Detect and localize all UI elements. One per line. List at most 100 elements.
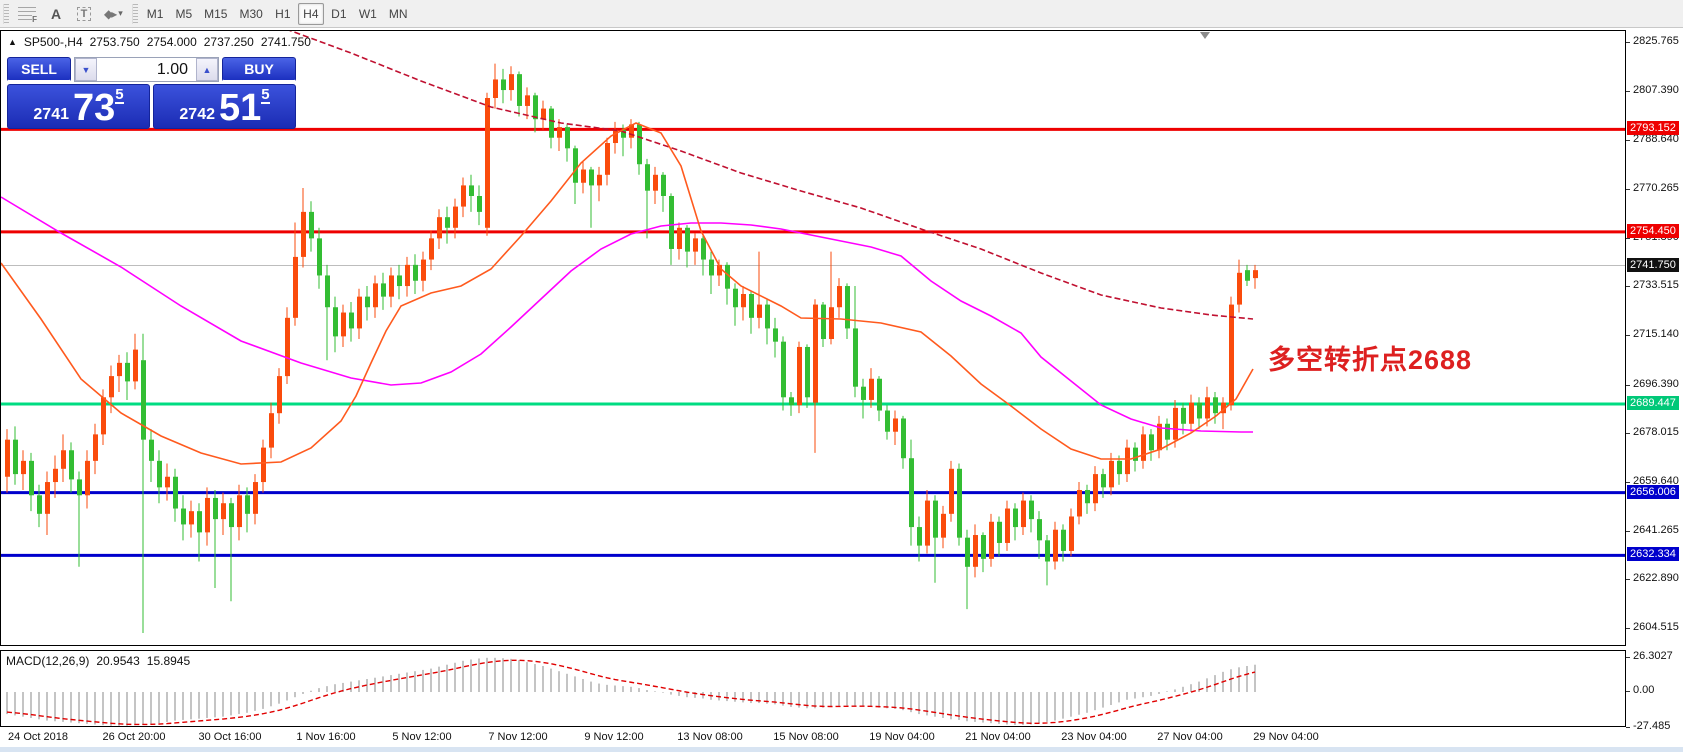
candle (45, 471, 50, 536)
time-axis-label: 13 Nov 08:00 (677, 731, 743, 743)
candle (589, 166, 594, 228)
buy-button[interactable]: BUY (222, 57, 296, 82)
candle (1253, 264, 1258, 289)
tf-button-m15[interactable]: M15 (204, 6, 228, 21)
candle (773, 317, 778, 358)
candle (1173, 399, 1178, 448)
label-icon[interactable]: T (71, 3, 97, 25)
candle (701, 235, 706, 276)
candle (1205, 386, 1210, 427)
candle (613, 121, 618, 154)
candle (205, 487, 210, 546)
tf-button-h1[interactable]: H1 (275, 6, 291, 21)
time-axis-label: 7 Nov 12:00 (488, 731, 548, 743)
candle (581, 161, 586, 194)
candle (797, 341, 802, 414)
candle (405, 256, 410, 297)
candle (645, 158, 650, 239)
chart-shift-marker-icon[interactable] (1200, 32, 1210, 39)
tf-button-m1[interactable]: M1 (146, 6, 164, 21)
price-chart-panel[interactable] (0, 30, 1626, 646)
tf-button-h4[interactable]: H4 (297, 2, 324, 25)
candle (1229, 296, 1234, 411)
candle (653, 166, 658, 204)
toolbar: F A T ◆▸ ▾ M1 M5 M15 M30 H1 H4 D1 W1 MN (0, 0, 1683, 28)
candle (349, 301, 354, 342)
candle (885, 405, 890, 440)
candle (1045, 535, 1050, 586)
price-badge: 2793.152 (1627, 121, 1679, 136)
sell-button[interactable]: SELL (7, 57, 71, 82)
candle (1069, 508, 1074, 557)
chevron-down-icon[interactable]: ▾ (118, 8, 123, 18)
candle (781, 336, 786, 411)
price-tick (1626, 237, 1630, 239)
candle (1109, 452, 1114, 496)
candle (765, 299, 770, 345)
candle (197, 503, 202, 562)
macd-panel[interactable] (0, 650, 1626, 727)
macd-axis-label: 0.00 (1633, 684, 1655, 696)
candle (325, 264, 330, 361)
candle (1157, 415, 1162, 459)
candle (789, 391, 794, 416)
price-tick (1626, 335, 1630, 336)
toolbar-grip[interactable] (131, 3, 138, 24)
text-icon[interactable]: A (50, 5, 62, 22)
price-tick (1626, 384, 1630, 386)
candle (245, 487, 250, 533)
price-tick (1626, 188, 1630, 190)
tf-button-w1[interactable]: W1 (358, 6, 377, 21)
symbol-collapse-icon[interactable]: ▲ (8, 37, 17, 47)
time-axis-label: 24 Oct 2018 (8, 731, 68, 743)
shapes-icon[interactable]: ◆▸ ▾ (104, 6, 123, 21)
buy-price-display[interactable]: 2742 51 5 (153, 84, 296, 129)
candle (533, 92, 538, 133)
volume-input[interactable]: 1.00 (156, 60, 188, 78)
volume-stepper: ▼ 1.00 ▲ (74, 57, 219, 82)
price-tick (1626, 90, 1630, 92)
tf-button-m5[interactable]: M5 (175, 6, 193, 21)
fibonacci-icon[interactable]: F (13, 3, 41, 25)
macd-tick (1626, 656, 1630, 658)
toolbar-grip[interactable] (3, 3, 9, 24)
candle (805, 344, 810, 408)
candle (1093, 466, 1098, 512)
candle (1149, 429, 1154, 461)
price-tick (1626, 530, 1630, 532)
candle (669, 193, 674, 265)
price-tick (1626, 42, 1630, 43)
candle (725, 262, 730, 305)
candle (1101, 468, 1106, 498)
candle (421, 251, 426, 292)
price-axis-label: 2825.765 (1633, 35, 1679, 47)
candle (285, 307, 290, 385)
candle (213, 489, 218, 588)
candle (53, 455, 58, 498)
tf-button-m30[interactable]: M30 (239, 6, 263, 21)
candle (637, 121, 642, 175)
candle (173, 468, 178, 522)
tf-button-d1[interactable]: D1 (331, 6, 347, 21)
sell-price-display[interactable]: 2741 73 5 (7, 84, 150, 129)
candle (1213, 391, 1218, 424)
volume-decrease-button[interactable]: ▼ (75, 58, 97, 81)
time-axis[interactable]: 24 Oct 2018 26 Oct 20:00 30 Oct 16:00 1 Nov… (0, 728, 1626, 747)
macd-main-value: 20.9543 (96, 654, 140, 668)
tf-button-mn[interactable]: MN (388, 6, 408, 21)
candle (677, 222, 682, 260)
candle (933, 495, 938, 583)
chart-text-annotation[interactable]: 多空转折点2688 (1268, 345, 1473, 375)
price-axis[interactable]: 2825.7652807.3902788.6402770.2652751.890… (1626, 30, 1683, 732)
candle (493, 63, 498, 109)
candle (517, 71, 522, 117)
candle (1221, 397, 1226, 430)
candle (821, 301, 826, 347)
candle (965, 529, 970, 610)
candle (21, 450, 26, 490)
volume-increase-button[interactable]: ▲ (196, 58, 218, 81)
macd-tick (1626, 726, 1630, 728)
ohlc-close: 2741.750 (260, 35, 311, 49)
candle (869, 368, 874, 408)
moving-averages (1, 31, 1254, 465)
